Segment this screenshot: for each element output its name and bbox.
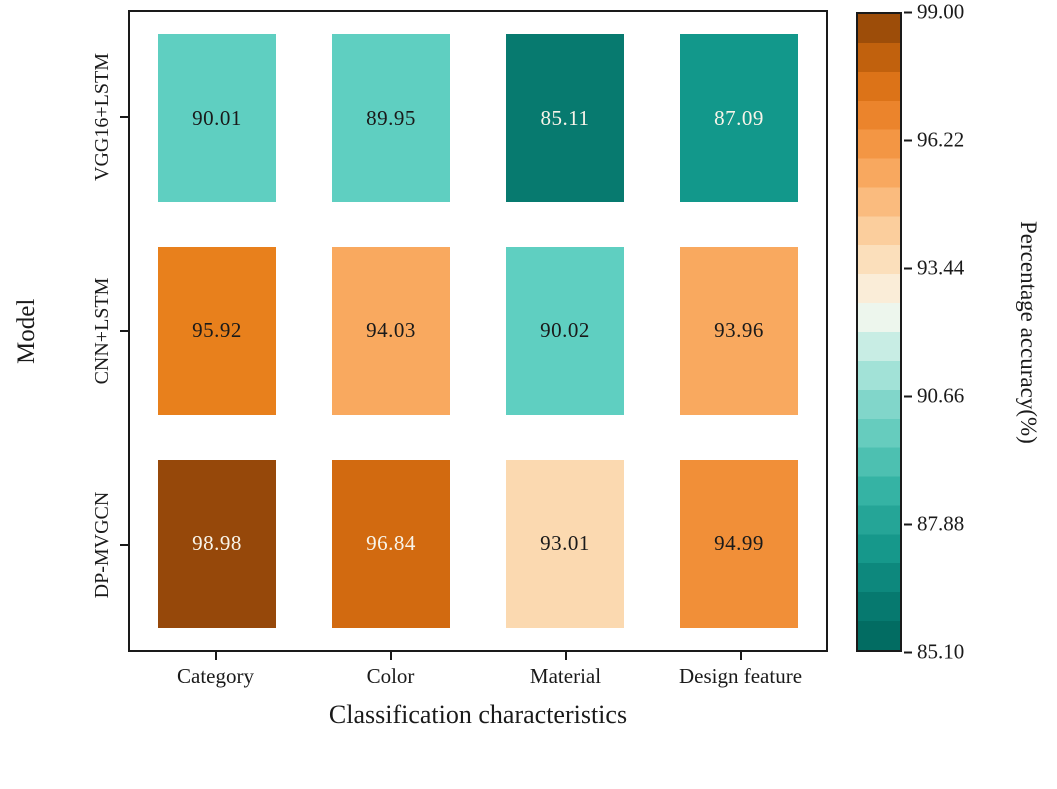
heatmap-cell: 90.02 <box>506 246 624 415</box>
y-tick-mark <box>120 116 128 118</box>
x-tick-mark <box>389 652 392 660</box>
plot-area: 90.01 89.95 85.11 87.09 95.92 94.03 90.02 93.96… <box>128 10 828 652</box>
colorbar-tick-mark <box>904 523 912 525</box>
colorbar-tick: 87.88 <box>904 512 964 537</box>
x-tick-label: Material <box>529 664 602 688</box>
colorbar-tick-label: 93.44 <box>917 255 965 280</box>
y-tick-mark <box>120 544 128 546</box>
heatmap-cell: 96.84 <box>332 459 450 628</box>
y-tick-label: CNN+LSTM <box>91 277 113 385</box>
heatmap-cell-slot: 93.96 <box>652 225 826 438</box>
heatmap-cell: 98.98 <box>158 459 276 628</box>
colorbar <box>856 12 902 652</box>
colorbar-tick: 90.66 <box>904 384 964 409</box>
heatmap-cell-slot: 94.99 <box>652 437 826 650</box>
y-tick-slot: VGG16+LSTM <box>84 10 128 224</box>
x-tick-slot: Design feature <box>653 652 828 692</box>
colorbar-tick-label: 90.66 <box>917 383 965 408</box>
x-tick-slot: Color <box>303 652 478 692</box>
colorbar-tick-label: 96.22 <box>917 127 965 152</box>
colorbar-tick: 96.22 <box>904 128 964 153</box>
colorbar-tick-mark <box>904 139 912 141</box>
y-tick-slot: CNN+LSTM <box>84 224 128 438</box>
colorbar-tick-mark <box>904 651 912 653</box>
y-axis-ticks: VGG16+LSTM CNN+LSTM DP-MVGCN <box>84 10 128 652</box>
colorbar-tick: 99.00 <box>904 0 964 25</box>
colorbar-tick-label: 99.00 <box>917 0 965 24</box>
colorbar-tick: 85.10 <box>904 640 964 665</box>
y-tick-label: VGG16+LSTM <box>91 53 113 181</box>
x-tick-label: Category <box>177 664 254 688</box>
heatmap-cell-slot: 94.03 <box>304 225 478 438</box>
heatmap-cell: 93.01 <box>506 459 624 628</box>
y-tick-label: DP-MVGCN <box>91 491 113 599</box>
heatmap-cell-slot: 87.09 <box>652 12 826 225</box>
heatmap-cell: 85.11 <box>506 34 624 203</box>
colorbar-tick-label: 85.10 <box>917 639 965 664</box>
heatmap-cell-slot: 90.02 <box>478 225 652 438</box>
x-tick-mark <box>564 652 567 660</box>
x-tick-slot: Category <box>128 652 303 692</box>
heatmap-cell: 93.96 <box>680 246 798 415</box>
heatmap-cell: 95.92 <box>158 246 276 415</box>
heatmap-cell-slot: 89.95 <box>304 12 478 225</box>
heatmap-cell: 94.99 <box>680 459 798 628</box>
heatmap-cell: 90.01 <box>158 34 276 203</box>
colorbar-title: Percentage accuracy(%) <box>1016 220 1041 444</box>
heatmap-cell-slot: 90.01 <box>130 12 304 225</box>
heatmap-cell-slot: 96.84 <box>304 437 478 650</box>
colorbar-tick-mark <box>904 11 912 13</box>
x-axis-title: Classification characteristics <box>328 700 628 729</box>
x-tick-slot: Material <box>478 652 653 692</box>
colorbar-tick-label: 87.88 <box>917 511 965 536</box>
colorbar-tick-mark <box>904 267 912 269</box>
colorbar-tick: 93.44 <box>904 256 964 281</box>
x-tick-mark <box>739 652 742 660</box>
heatmap-cell-slot: 85.11 <box>478 12 652 225</box>
y-tick-slot: DP-MVGCN <box>84 438 128 652</box>
colorbar-ticks: 99.00 96.22 93.44 90.66 87.88 85.10 <box>904 0 1014 664</box>
x-tick-label: Design feature <box>678 664 803 688</box>
x-tick-mark <box>214 652 217 660</box>
heatmap-cell-slot: 93.01 <box>478 437 652 650</box>
heatmap-cell-slot: 95.92 <box>130 225 304 438</box>
heatmap-cell: 89.95 <box>332 34 450 203</box>
heatmap-cell-slot: 98.98 <box>130 437 304 650</box>
heatmap-cell: 94.03 <box>332 246 450 415</box>
x-tick-label: Color <box>366 664 415 688</box>
heatmap-cell: 87.09 <box>680 34 798 203</box>
heatmap-grid: 90.01 89.95 85.11 87.09 95.92 94.03 90.02 93.96… <box>130 12 826 650</box>
colorbar-tick-mark <box>904 395 912 397</box>
x-axis-ticks: Category Color Material Design feature <box>128 652 828 692</box>
y-tick-mark <box>120 330 128 332</box>
y-axis-title: Model <box>13 298 40 364</box>
